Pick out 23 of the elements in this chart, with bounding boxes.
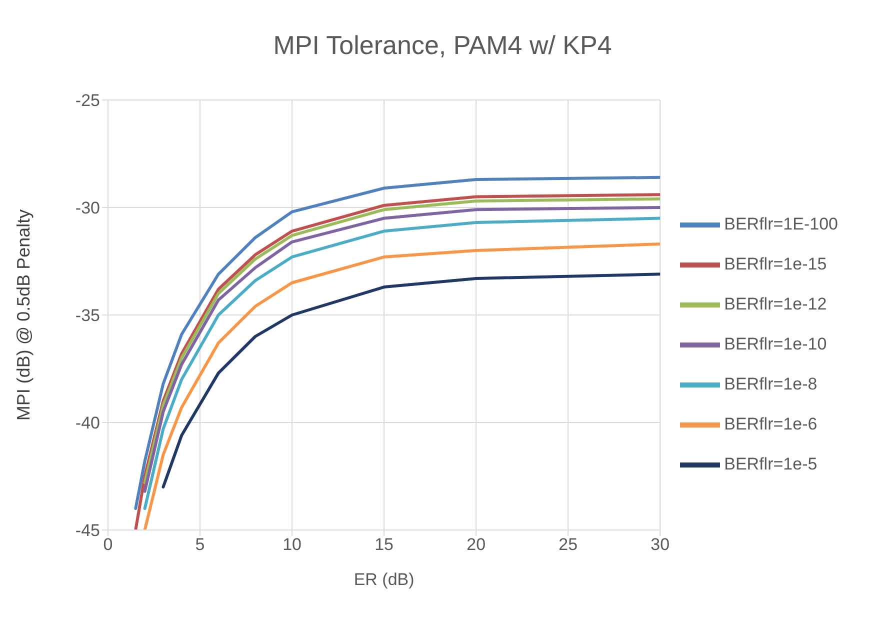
x-tick-label: 0: [103, 535, 113, 554]
y-tick-label: -45: [75, 521, 100, 540]
legend-label: BERflr=1e-15: [724, 254, 827, 274]
legend-label: BERflr=1e-6: [724, 414, 818, 434]
x-tick-label: 25: [558, 535, 578, 554]
chart-title: MPI Tolerance, PAM4 w/ KP4: [272, 29, 613, 62]
y-tick-label: -40: [75, 414, 100, 433]
x-tick-label: 10: [282, 535, 302, 554]
legend-label: BERflr=1e-5: [724, 454, 818, 474]
line-series: [162, 272, 660, 488]
legend-label: BERflr=1e-12: [724, 294, 827, 314]
y-tick-label: -30: [75, 198, 100, 218]
legend-label: BERflr=1e-8: [724, 374, 818, 394]
legend-label: BERflr=1E-100: [724, 214, 838, 234]
x-tick-label: 15: [374, 535, 394, 554]
legend-label: BERflr=1e-10: [724, 334, 827, 354]
x-axis-title: ER (dB): [354, 570, 414, 589]
x-tick-label: 5: [195, 535, 205, 554]
x-tick-label: 20: [466, 535, 486, 554]
y-tick-label: -35: [75, 306, 100, 326]
x-tick-label: 30: [650, 535, 670, 554]
y-axis-title: MPI (dB) @ 0.5dB Penalty: [13, 209, 34, 421]
y-tick-label: -25: [75, 91, 100, 110]
